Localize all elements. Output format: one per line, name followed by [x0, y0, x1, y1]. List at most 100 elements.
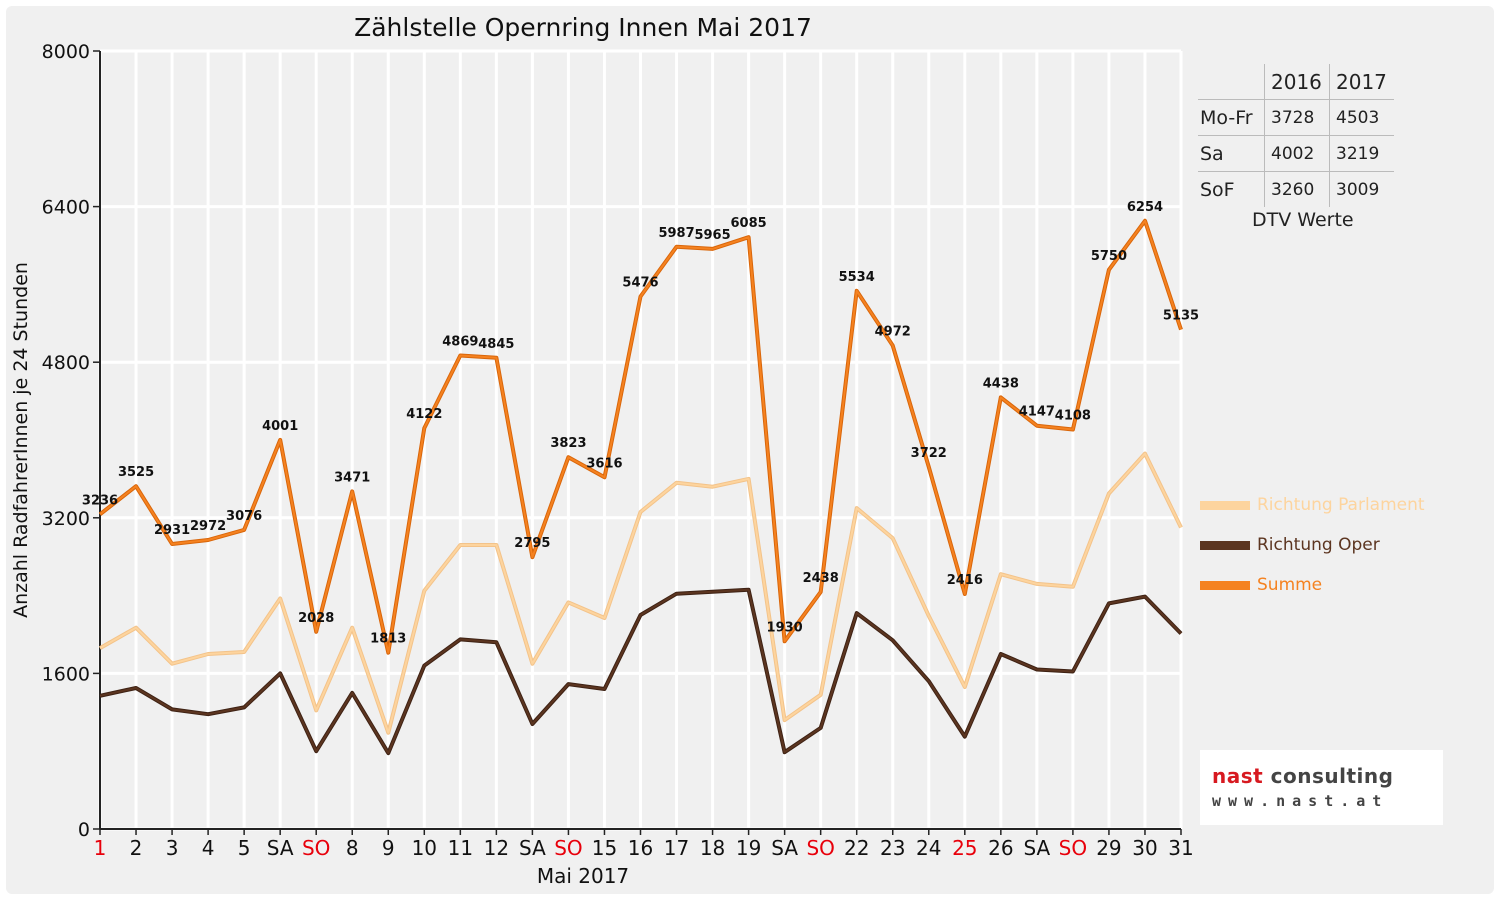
data-label: 5750 [1091, 249, 1127, 264]
data-label: 3823 [550, 436, 586, 451]
dtv-header-blank [1198, 64, 1265, 100]
x-tick-label: SA [771, 836, 798, 860]
x-tick-label: 19 [736, 836, 761, 860]
dtv-cell: 4002 [1264, 135, 1330, 172]
data-label: 1930 [767, 620, 803, 635]
x-tick-label: 12 [484, 836, 509, 860]
dtv-cell: 3219 [1329, 135, 1394, 172]
x-tick-label: 18 [700, 836, 725, 860]
dtv-header-2017: 2017 [1329, 64, 1394, 100]
dtv-cell: 4503 [1329, 99, 1394, 136]
data-label: 4972 [875, 324, 911, 339]
x-tick-label: 24 [916, 836, 941, 860]
data-label: 3076 [226, 509, 262, 524]
x-tick-label: 8 [346, 836, 359, 860]
data-label: 3722 [911, 446, 947, 461]
dtv-row-label: Sa [1198, 135, 1265, 172]
data-label: 3525 [118, 465, 154, 480]
data-label: 4438 [983, 376, 1019, 391]
y-tick-label: 4800 [42, 352, 90, 374]
x-tick-label: 4 [202, 836, 215, 860]
data-label: 4845 [478, 337, 514, 352]
data-label: 6085 [731, 216, 767, 231]
x-tick-label: 16 [628, 836, 653, 860]
legend-label: Summe [1257, 575, 1323, 595]
x-tick-label: 9 [382, 836, 395, 860]
legend-label: Richtung Parlament [1257, 495, 1425, 515]
dtv-header-2016: 2016 [1264, 64, 1330, 100]
y-tick-label: 3200 [42, 508, 90, 530]
logo-url: www.nast.at [1212, 792, 1389, 810]
x-tick-label: SA [267, 836, 294, 860]
x-tick-label: 10 [412, 836, 437, 860]
x-tick-label: 26 [988, 836, 1013, 860]
x-tick-label: SO [554, 836, 582, 860]
dtv-cell: 3009 [1329, 171, 1394, 207]
data-label: 2972 [190, 519, 226, 534]
chart-title: Zählstelle Opernring Innen Mai 2017 [354, 13, 812, 42]
data-label: 5987 [658, 226, 694, 241]
x-tick-label: 31 [1168, 836, 1193, 860]
data-label: 4108 [1055, 408, 1091, 423]
dtv-caption: DTV Werte [1252, 209, 1354, 231]
dtv-cell: 3260 [1264, 171, 1330, 207]
series-line [99, 219, 1182, 654]
nast-consulting-logo: nast consulting www.nast.at [1200, 750, 1443, 825]
data-label: 3236 [82, 493, 118, 508]
data-label: 4122 [406, 407, 442, 422]
data-label: 5476 [622, 275, 658, 290]
x-tick-label: 23 [880, 836, 905, 860]
x-tick-label: SO [1059, 836, 1087, 860]
x-tick-label: SO [302, 836, 330, 860]
data-label: 5534 [839, 270, 875, 285]
data-label: 5965 [694, 228, 730, 243]
x-tick-label: 3 [166, 836, 179, 860]
series-line [99, 588, 1182, 755]
x-tick-label: SA [519, 836, 546, 860]
x-tick-label: 29 [1096, 836, 1121, 860]
dtv-row-label: SoF [1200, 178, 1235, 201]
dtv-row-label: Mo-Fr [1198, 99, 1265, 136]
legend-item-parlament: Richtung Parlament [1200, 495, 1425, 515]
data-label: 4147 [1019, 405, 1055, 420]
data-label: 2416 [947, 573, 983, 588]
x-tick-label: 15 [592, 836, 617, 860]
x-tick-label: 5 [238, 836, 251, 860]
logo-wordmark: nast consulting [1212, 764, 1394, 788]
dtv-cell: 3728 [1264, 99, 1330, 136]
legend-label: Richtung Oper [1257, 535, 1380, 555]
y-tick-label: 0 [78, 819, 90, 841]
data-label: 1813 [370, 632, 406, 647]
x-tick-label: SO [806, 836, 834, 860]
x-tick-label: 22 [844, 836, 869, 860]
x-tick-label: SA [1023, 836, 1050, 860]
x-tick-label: 25 [952, 836, 977, 860]
data-label: 6254 [1127, 200, 1163, 215]
data-label: 2795 [514, 536, 550, 551]
legend-swatch [1200, 540, 1250, 550]
x-tick-label: 2 [130, 836, 143, 860]
x-axis-label: Mai 2017 [537, 864, 629, 888]
data-label: 2028 [298, 611, 334, 626]
y-axis-label: Anzahl RadfahrerInnen je 24 Stunden [10, 262, 32, 618]
x-tick-label: 11 [448, 836, 473, 860]
data-label: 5135 [1163, 309, 1199, 324]
dtv-table: 2016 2017 Mo-Fr 3728 4503 Sa 4002 3219 S… [1198, 64, 1412, 207]
x-tick-label: 1 [94, 836, 107, 860]
x-tick-label: 17 [664, 836, 689, 860]
data-label: 3471 [334, 470, 370, 485]
y-tick-label: 8000 [42, 41, 90, 63]
data-label: 4001 [262, 419, 298, 434]
y-tick-label: 6400 [42, 197, 90, 219]
series-line [99, 452, 1182, 734]
data-label: 2931 [154, 523, 190, 538]
data-label: 2438 [803, 571, 839, 586]
data-label: 3616 [586, 456, 622, 471]
y-tick-label: 1600 [42, 663, 90, 685]
data-label: 4869 [442, 334, 478, 349]
legend-swatch [1200, 580, 1250, 590]
legend-item-oper: Richtung Oper [1200, 535, 1380, 555]
x-tick-label: 30 [1132, 836, 1157, 860]
legend-item-summe: Summe [1200, 575, 1322, 595]
